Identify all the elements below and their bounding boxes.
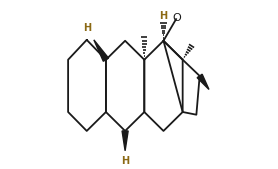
Text: O: O — [172, 13, 181, 23]
Text: H: H — [159, 10, 168, 20]
Text: H: H — [83, 23, 91, 33]
Text: H: H — [121, 156, 129, 166]
Polygon shape — [197, 74, 209, 89]
Polygon shape — [122, 131, 128, 151]
Polygon shape — [94, 40, 108, 61]
